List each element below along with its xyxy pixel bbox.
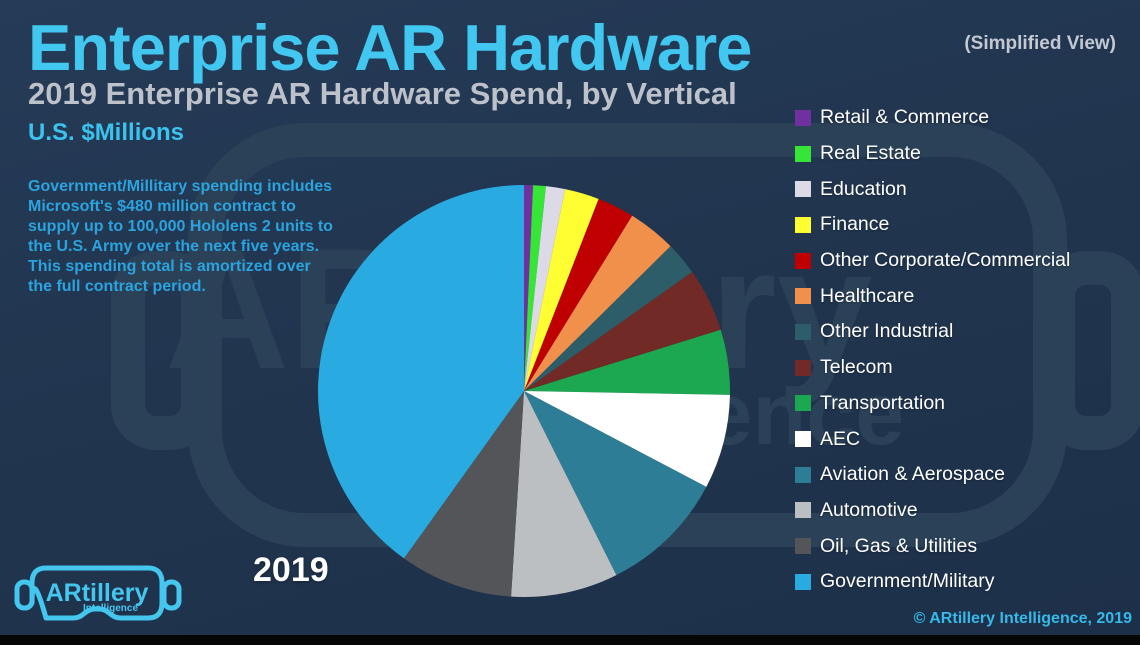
units-label: U.S. $Millions bbox=[28, 119, 185, 146]
legend-swatch bbox=[795, 109, 811, 126]
legend-swatch bbox=[795, 359, 811, 376]
legend-swatch bbox=[795, 538, 811, 555]
legend-swatch bbox=[795, 431, 811, 448]
pie-slice-aec bbox=[524, 391, 730, 487]
legend-item: Telecom bbox=[795, 350, 1070, 386]
legend-item: Other Corporate/Commercial bbox=[795, 243, 1070, 279]
artillery-logo: ARtillery Intelligence bbox=[14, 565, 182, 621]
legend-item: Finance bbox=[795, 207, 1070, 243]
legend-label: AEC bbox=[820, 427, 861, 450]
legend-swatch bbox=[795, 395, 811, 412]
pie-slice-healthcare bbox=[524, 215, 671, 391]
legend-label: Healthcare bbox=[820, 284, 915, 307]
pie-slice-other-industrial bbox=[524, 246, 693, 391]
legend-swatch bbox=[795, 466, 811, 483]
legend-item: Government/Military bbox=[795, 564, 1070, 600]
legend-item: AEC bbox=[795, 421, 1070, 457]
pie-slice-telecom bbox=[524, 272, 721, 391]
legend-swatch bbox=[795, 216, 811, 233]
chart-subtitle: 2019 Enterprise AR Hardware Spend, by Ve… bbox=[28, 76, 737, 111]
legend-label: Retail & Commerce bbox=[820, 106, 990, 129]
legend-item: Education bbox=[795, 171, 1070, 207]
legend-item: Real Estate bbox=[795, 136, 1070, 172]
logo-sub-text: Intelligence bbox=[83, 603, 138, 614]
legend-label: Finance bbox=[820, 213, 890, 236]
legend-swatch bbox=[795, 502, 811, 519]
logo-brand-text: ARtillery bbox=[46, 579, 149, 607]
legend-item: Oil, Gas & Utilities bbox=[795, 528, 1070, 564]
pie-slice-finance bbox=[524, 189, 599, 391]
legend: Retail & Commerce Real Estate Education Fin… bbox=[795, 100, 1070, 600]
pie-slice-government-military bbox=[318, 185, 524, 559]
legend-swatch bbox=[795, 252, 811, 269]
annotation-text: Government/Millitary spending includes M… bbox=[28, 178, 333, 295]
legend-swatch bbox=[795, 181, 811, 198]
legend-item: Healthcare bbox=[795, 278, 1070, 314]
legend-label: Telecom bbox=[820, 356, 893, 379]
pie-slice-retail-commerce bbox=[524, 185, 534, 391]
legend-item: Other Industrial bbox=[795, 314, 1070, 350]
bottom-bar bbox=[0, 635, 1140, 645]
legend-label: Education bbox=[820, 177, 907, 200]
legend-label: Government/Military bbox=[820, 570, 995, 593]
pie-slice-automotive bbox=[511, 391, 617, 597]
page-title: Enterprise AR Hardware bbox=[28, 11, 752, 84]
legend-label: Real Estate bbox=[820, 142, 921, 165]
vr-headset-icon bbox=[14, 565, 182, 621]
legend-label: Other Industrial bbox=[820, 320, 954, 343]
legend-item: Transportation bbox=[795, 386, 1070, 422]
pie-slice-transportation bbox=[524, 329, 730, 395]
copyright-text: © ARtillery Intelligence, 2019 bbox=[913, 610, 1132, 627]
legend-item: Aviation & Aerospace bbox=[795, 457, 1070, 493]
view-note: (Simplified View) bbox=[964, 33, 1116, 54]
legend-swatch bbox=[795, 323, 811, 340]
legend-label: Transportation bbox=[820, 391, 946, 414]
pie-slice-aviation-aerospace bbox=[524, 391, 707, 576]
pie-slice-education bbox=[524, 186, 566, 391]
legend-swatch bbox=[795, 573, 811, 590]
legend-label: Automotive bbox=[820, 498, 918, 521]
pie-slice-real-estate bbox=[524, 185, 546, 391]
legend-label: Aviation & Aerospace bbox=[820, 463, 1006, 486]
year-label: 2019 bbox=[253, 551, 329, 589]
legend-swatch bbox=[795, 145, 811, 162]
legend-item: Retail & Commerce bbox=[795, 100, 1070, 136]
legend-item: Automotive bbox=[795, 493, 1070, 529]
pie-chart bbox=[318, 185, 730, 597]
pie-slice-other-corporate-commercial bbox=[524, 198, 633, 391]
legend-swatch bbox=[795, 288, 811, 305]
legend-label: Other Corporate/Commercial bbox=[820, 249, 1071, 272]
pie-slice-oil-gas-utilities bbox=[403, 391, 524, 597]
legend-label: Oil, Gas & Utilities bbox=[820, 534, 978, 557]
